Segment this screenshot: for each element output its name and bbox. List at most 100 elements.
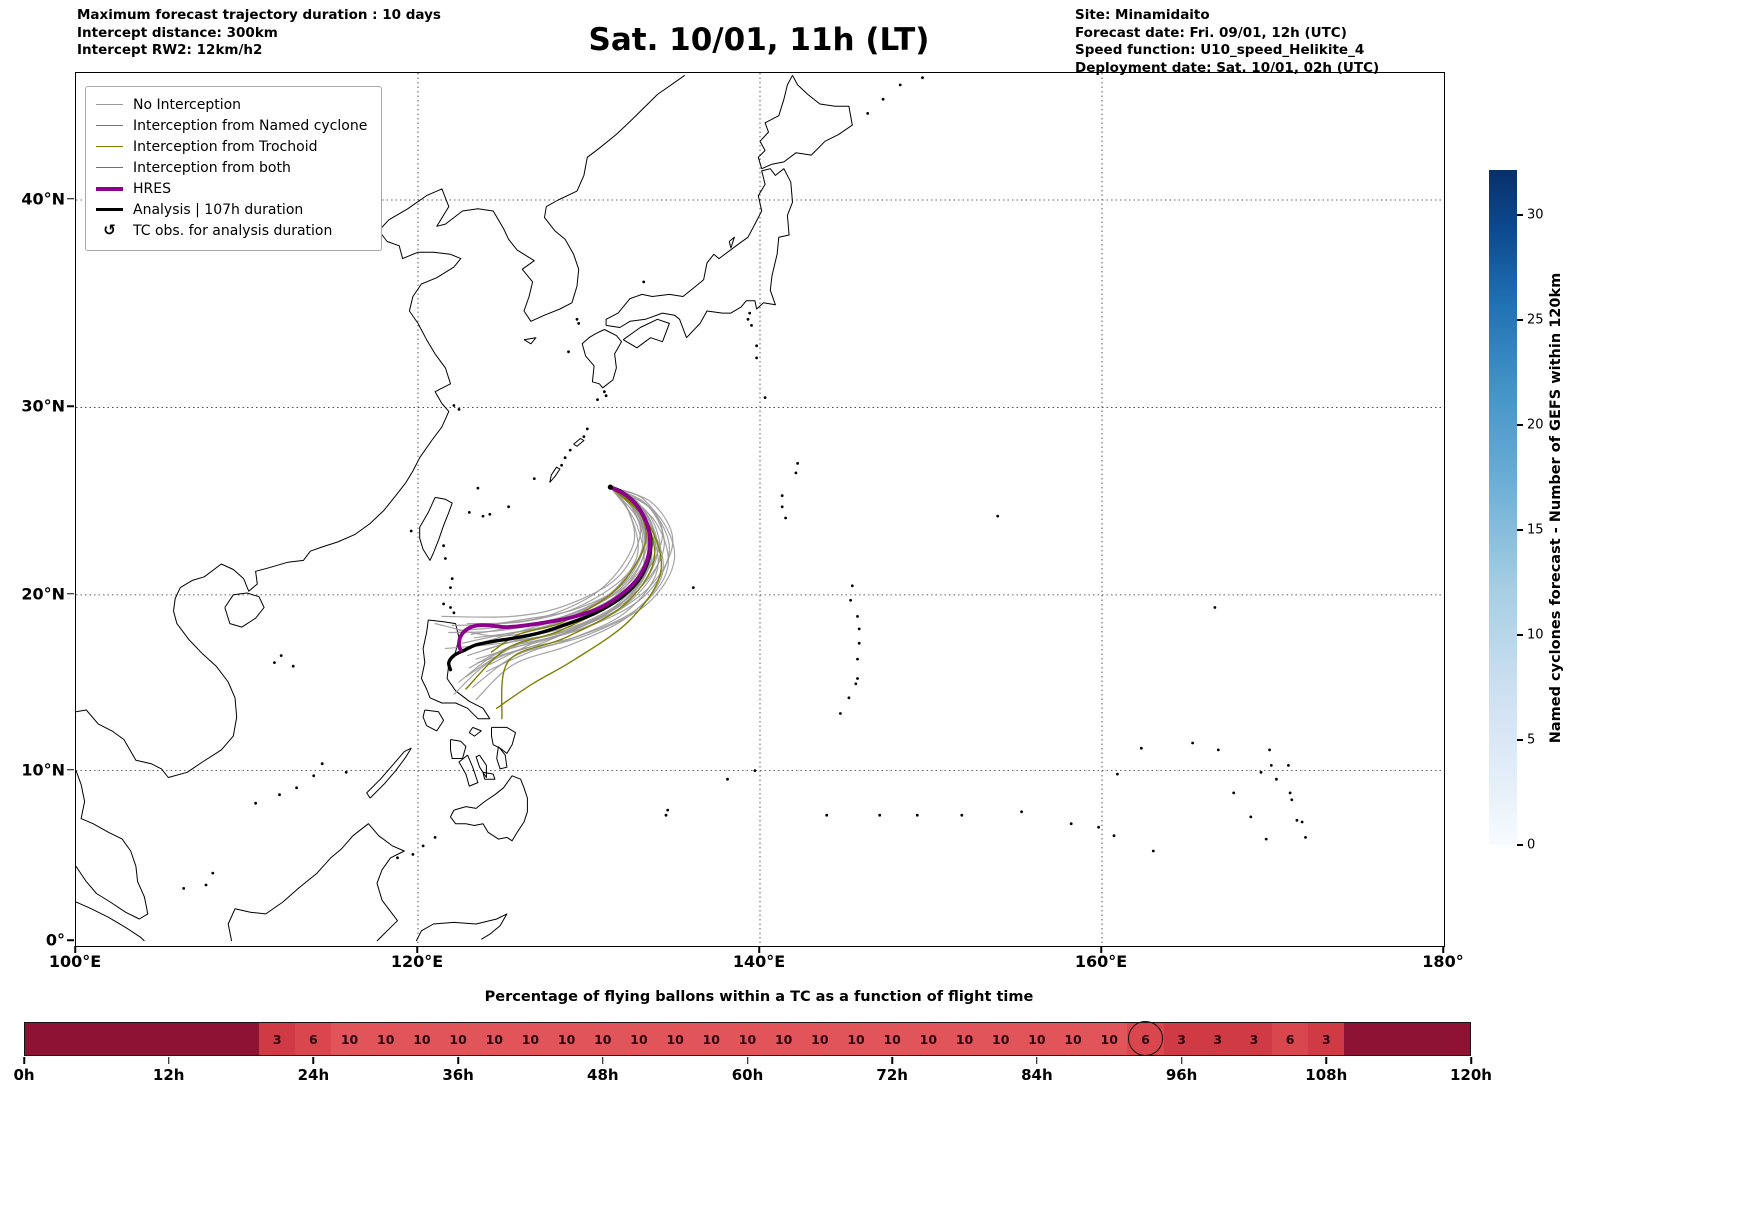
max-duration-text: Maximum forecast trajectory duration : 1… xyxy=(77,7,441,23)
tc-percentage-segment: 3 xyxy=(1163,1023,1200,1055)
flight-time-tick-label: 48h xyxy=(587,1066,619,1084)
trajectory-map: No Interception Interception from Named c… xyxy=(75,72,1445,947)
tc-percentage-segment: 10 xyxy=(440,1023,477,1055)
tc-percentage-segment: 10 xyxy=(946,1023,983,1055)
flight-time-tick-mark xyxy=(23,1057,25,1064)
tc-percentage-segment: 10 xyxy=(801,1023,838,1055)
legend-item-label: Interception from Named cyclone xyxy=(133,117,368,134)
tc-percentage-segment: 10 xyxy=(620,1023,658,1055)
colorbar-tick-mark xyxy=(1517,319,1523,321)
hres-trajectory xyxy=(457,485,652,653)
colorbar-tick-mark xyxy=(1517,529,1523,531)
y-tick-label: 0° xyxy=(45,930,65,950)
tc-percentage-segment: 10 xyxy=(874,1023,911,1055)
flight-time-tick-label: 60h xyxy=(731,1066,764,1084)
map-legend: No Interception Interception from Named c… xyxy=(85,86,383,251)
site-text: Site: Minamidaito xyxy=(1075,7,1210,23)
legend-item-6: ↺ TC obs. for analysis duration xyxy=(96,220,367,241)
legend-line-swatch xyxy=(96,146,123,147)
x-tick-label: 140°E xyxy=(732,952,786,971)
x-tick-label: 100°E xyxy=(48,952,102,971)
map-canvas xyxy=(76,73,1444,946)
flight-time-tick-label: 84h xyxy=(1021,1066,1053,1084)
legend-item-label: HRES xyxy=(133,180,171,197)
highlight-circle xyxy=(1127,1020,1163,1056)
y-tick-label: 10°N xyxy=(21,760,65,780)
x-tick-mark xyxy=(1100,946,1102,953)
colorbar-tick-mark xyxy=(1517,844,1523,846)
flight-time-tick-mark xyxy=(602,1057,604,1064)
tc-percentage-segment: 10 xyxy=(982,1023,1019,1055)
flight-time-tick-label: 12h xyxy=(152,1066,185,1084)
tc-percentage-segment: 10 xyxy=(367,1023,404,1055)
legend-line-swatch xyxy=(96,186,123,191)
tc-percentage-segment: 3 xyxy=(259,1023,296,1055)
figure-title: Sat. 10/01, 11h (LT) xyxy=(588,22,930,58)
speed-function-text: Speed function: U10_speed_Helikite_4 xyxy=(1075,42,1365,58)
tc-percentage-segment: 6 xyxy=(295,1023,332,1055)
flight-time-bar: 3 6 10 10 10 10 10 10 10 10 10 10 10 10 10 10 10 10 10 10 10… xyxy=(24,1020,1471,1056)
flight-time-tick-mark xyxy=(457,1057,459,1064)
tc-percentage-segment: 10 xyxy=(403,1023,440,1055)
y-tick-mark xyxy=(67,768,74,771)
legend-line-swatch xyxy=(96,208,123,211)
tc-percentage-segment: 10 xyxy=(693,1023,730,1055)
x-tick-mark xyxy=(1442,946,1444,953)
y-tick-mark xyxy=(67,405,74,408)
tc-percentage-segment: 3 xyxy=(1199,1023,1236,1055)
tc-percentage-segment: 10 xyxy=(331,1023,368,1055)
tc-percentage-segment: 10 xyxy=(584,1023,621,1055)
legend-item-label: TC obs. for analysis duration xyxy=(133,222,333,239)
y-tick-label: 40°N xyxy=(21,189,65,209)
flight-time-tick-label: 120h xyxy=(1450,1066,1492,1084)
y-tick-mark xyxy=(67,593,74,595)
legend-item-4: HRES xyxy=(96,178,367,199)
graticule-layer xyxy=(76,73,1444,946)
deployment-site-marker xyxy=(607,484,613,490)
run-parameters-block: Maximum forecast trajectory duration : 1… xyxy=(77,7,441,60)
y-tick-mark xyxy=(67,939,74,941)
x-tick-label: 120°E xyxy=(390,952,444,971)
flight-time-tick-mark xyxy=(167,1057,170,1064)
x-tick-label: 180° xyxy=(1422,952,1464,971)
flight-time-tick-mark xyxy=(1036,1057,1038,1064)
flight-time-tick-label: 24h xyxy=(297,1066,330,1084)
flight-time-tick-label: 72h xyxy=(876,1066,908,1084)
colorbar-gradient xyxy=(1489,170,1517,845)
legend-line-swatch xyxy=(96,167,123,168)
legend-item-0: No Interception xyxy=(96,94,367,115)
tc-percentage-segment: 10 xyxy=(1018,1023,1055,1055)
flight-time-tick-label: 36h xyxy=(442,1066,474,1084)
tc-percentage-segment: 10 xyxy=(1054,1023,1092,1055)
colorbar-tick-mark xyxy=(1517,424,1523,426)
legend-item-5: Analysis | 107h duration xyxy=(96,199,367,220)
intercept-rw2-text: Intercept RW2: 12km/h2 xyxy=(77,42,263,58)
colorbar-tick-label: 15 xyxy=(1527,522,1544,538)
tc-percentage-segment: 10 xyxy=(476,1023,513,1055)
flight-time-tick-label: 108h xyxy=(1305,1066,1348,1084)
flight-time-tick-label: 96h xyxy=(1165,1066,1198,1084)
legend-item-label: Interception from both xyxy=(133,159,291,176)
colorbar-tick-mark xyxy=(1517,739,1523,741)
intercept-distance-text: Intercept distance: 300km xyxy=(77,24,278,41)
legend-item-label: Interception from Trochoid xyxy=(133,138,318,155)
tc-percentage-segment: 10 xyxy=(657,1023,694,1055)
x-tick-mark xyxy=(416,946,418,953)
flight-time-tick-label: 0h xyxy=(13,1066,35,1084)
tc-percentage-segment: 6 xyxy=(1272,1023,1309,1055)
no-interception-trajectories xyxy=(434,486,676,701)
legend-item-label: No Interception xyxy=(133,96,242,113)
tc-percentage-segment: 3 xyxy=(1308,1023,1345,1055)
site-info-block: Site: Minamidaito Forecast date: Fri. 09… xyxy=(1075,7,1379,77)
flight-time-tick-mark xyxy=(312,1057,315,1064)
bottom-bar-title: Percentage of flying ballons within a TC… xyxy=(484,989,1034,1005)
tc-percentage-segment: 10 xyxy=(765,1023,802,1055)
legend-item-1: Interception from Named cyclone xyxy=(96,115,367,136)
y-tick-label: 20°N xyxy=(21,584,65,604)
colorbar-tick-label: 10 xyxy=(1527,627,1544,643)
tc-percentage-segment: 10 xyxy=(512,1023,549,1055)
tc-obs-icon: ↺ xyxy=(103,221,116,239)
x-tick-mark xyxy=(758,946,760,953)
tc-percentage-segment: 10 xyxy=(548,1023,585,1055)
